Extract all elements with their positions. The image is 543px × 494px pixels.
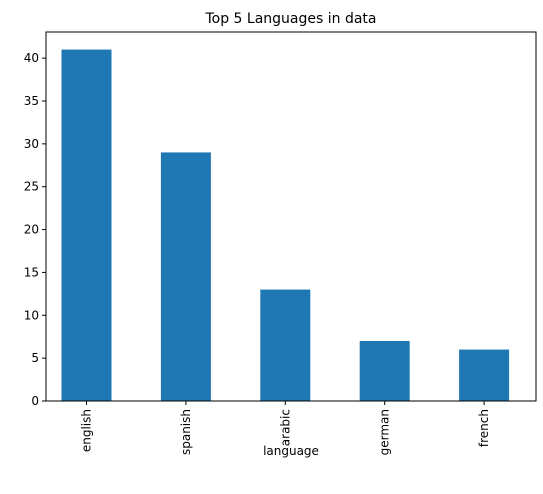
y-tick-label: 10 bbox=[24, 308, 39, 322]
y-tick-label: 0 bbox=[31, 394, 39, 408]
bar bbox=[359, 341, 410, 401]
x-tick-label: english bbox=[80, 409, 94, 452]
y-tick-label: 30 bbox=[24, 137, 39, 151]
x-tick-label: spanish bbox=[179, 409, 193, 455]
y-tick-label: 25 bbox=[24, 180, 39, 194]
x-tick-label: arabic bbox=[278, 409, 292, 446]
x-axis-label: language bbox=[263, 444, 319, 458]
bar bbox=[61, 49, 112, 401]
y-tick-label: 40 bbox=[24, 51, 39, 65]
bar bbox=[459, 349, 510, 401]
bar bbox=[160, 152, 211, 401]
chart-title: Top 5 Languages in data bbox=[204, 11, 376, 27]
y-tick-label: 15 bbox=[24, 265, 39, 279]
x-tick-label: french bbox=[477, 409, 491, 447]
y-tick-label: 20 bbox=[24, 223, 39, 237]
bar bbox=[260, 289, 311, 401]
y-tick-label: 5 bbox=[31, 351, 39, 365]
x-tick-label: german bbox=[378, 409, 392, 455]
plot-frame bbox=[45, 31, 537, 402]
y-tick-label: 35 bbox=[24, 94, 39, 108]
